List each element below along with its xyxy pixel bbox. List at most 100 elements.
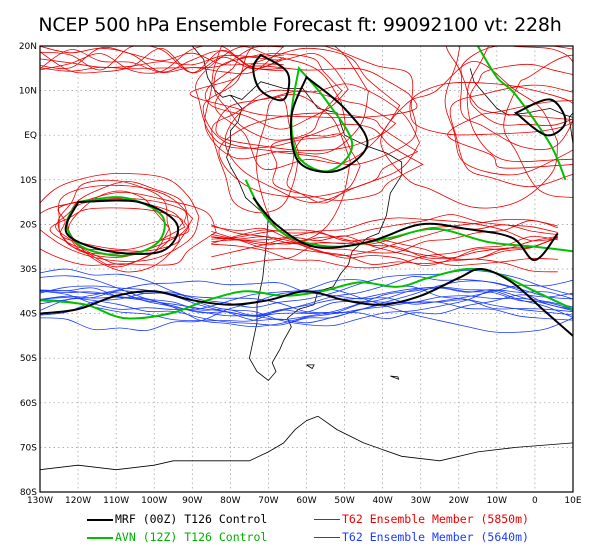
- coastline-south-georgia: [390, 375, 400, 380]
- blue-contour-line: [40, 299, 573, 322]
- red-contour-line: [211, 218, 558, 245]
- lat-label: 10N: [19, 87, 37, 97]
- red-contour-line: [211, 229, 558, 259]
- red-contour-cell: [255, 94, 351, 242]
- coastline-central-america: [191, 46, 231, 98]
- legend-label-avn: AVN (12Z) T126 Control: [115, 530, 268, 544]
- black-contour-cell: [513, 98, 567, 137]
- lon-label: 20W: [449, 496, 469, 506]
- red-contour-line: [211, 238, 558, 273]
- blue-contour-line: [40, 279, 573, 305]
- blue-contour-line: [40, 292, 573, 320]
- red-contour-cell: [213, 53, 343, 141]
- lon-label: 110W: [103, 496, 129, 506]
- red-contour-cell: [444, 46, 573, 176]
- red-contour-line: [40, 54, 284, 68]
- red-contour-line: [40, 46, 284, 75]
- blue-contour-line: [40, 286, 573, 316]
- lat-label: 50S: [20, 354, 37, 364]
- black-contour-cell: [252, 53, 291, 102]
- red-contour-cell: [204, 53, 349, 130]
- map-frame: [39, 45, 574, 493]
- red-contour-cell: [211, 96, 300, 214]
- red-contour-line: [211, 235, 558, 269]
- red-contour-cell: [49, 207, 184, 252]
- lon-label: 130W: [27, 496, 53, 506]
- coastline-west-africa: [469, 68, 573, 118]
- red-contour-cell: [380, 60, 558, 209]
- red-contour-line: [211, 229, 558, 260]
- black-contour-cell: [64, 199, 180, 255]
- red-contour-line: [40, 46, 284, 74]
- red-contour-cell: [57, 197, 190, 250]
- lat-label: 40S: [20, 310, 37, 320]
- black-contour-south: [40, 267, 573, 337]
- red-contour-cell: [40, 172, 200, 262]
- blue-contour-line: [40, 297, 573, 326]
- red-contour-line: [40, 46, 284, 70]
- legend-swatch-black-line: [87, 518, 113, 521]
- red-contour-cell: [40, 191, 217, 266]
- red-contour-line: [211, 235, 558, 266]
- lon-label: 120W: [65, 496, 91, 506]
- latitude-labels: 20N 10N EQ 10S 20S 30S 40S 50S 60S 70S 80S: [19, 42, 37, 498]
- legend-item-mrf: MRF (00Z) T126 Control: [87, 511, 267, 527]
- blue-contour-line: [40, 279, 573, 313]
- red-contour-cell: [218, 112, 419, 198]
- lon-label: 30W: [411, 496, 431, 506]
- coastline-falklands: [306, 364, 315, 370]
- legend-swatch-green-line: [87, 536, 113, 539]
- black-contours-mrf: [40, 53, 573, 337]
- black-contour-band: [252, 196, 559, 262]
- blue-contour-line: [40, 286, 573, 328]
- blue-contours-5640m: [40, 268, 573, 333]
- red-contour-line: [211, 236, 558, 265]
- red-contour-cell: [68, 190, 170, 266]
- legend-label-blue: T62 Ensemble Member (5640m): [342, 530, 529, 544]
- green-contour-band: [244, 179, 573, 253]
- coastline-antarctica-east: [317, 415, 573, 462]
- red-contour-line: [211, 224, 558, 256]
- red-contour-line: [40, 46, 284, 74]
- lat-label: 30S: [20, 265, 37, 275]
- legend-item-avn: AVN (12Z) T126 Control: [87, 529, 267, 545]
- lon-label: 10E: [564, 496, 581, 506]
- lon-label: 40W: [372, 496, 392, 506]
- green-contour-line: [476, 46, 567, 181]
- legend-item-blue: T62 Ensemble Member (5640m): [314, 529, 529, 545]
- red-contour-cell: [460, 46, 573, 120]
- lon-label: 50W: [334, 496, 354, 506]
- lon-label: 90W: [182, 496, 202, 506]
- red-contour-cell: [270, 123, 424, 201]
- red-contour-cell: [67, 181, 190, 273]
- map-title: NCEP 500 hPa Ensemble Forecast ft: 99092…: [38, 14, 562, 36]
- legend-swatch-blue-line: [314, 537, 340, 538]
- lon-label: 80W: [220, 496, 240, 506]
- legend-swatch-red-line: [314, 519, 340, 520]
- red-contour-line: [40, 46, 284, 72]
- red-contour-cell: [466, 46, 573, 163]
- lat-label: 20N: [19, 42, 37, 52]
- red-contour-line: [211, 217, 558, 242]
- legend-label-mrf: MRF (00Z) T126 Control: [115, 512, 268, 526]
- longitude-labels: 130W 120W 110W 100W 90W 80W 70W 60W 50W 40W 30W 20W…: [27, 496, 582, 506]
- legend-item-red: T62 Ensemble Member (5850m): [314, 511, 529, 527]
- green-contour-cell: [65, 196, 166, 257]
- lat-label: 80S: [20, 488, 37, 498]
- lon-label: 0: [532, 496, 538, 506]
- lon-label: 60W: [296, 496, 316, 506]
- blue-contour-line: [40, 275, 573, 317]
- lon-label: 70W: [258, 496, 278, 506]
- coastline-antarctica: [40, 415, 319, 471]
- coastline-africa: [568, 112, 573, 146]
- lat-label: 20S: [20, 220, 37, 230]
- lat-label: EQ: [24, 131, 37, 141]
- red-contour-line: [211, 220, 558, 254]
- lat-label: 10S: [20, 176, 37, 186]
- red-contour-cell: [215, 90, 397, 151]
- blue-contour-line: [40, 289, 573, 327]
- red-contour-cell: [202, 46, 417, 166]
- red-contour-cell: [446, 46, 573, 151]
- lat-label: 70S: [20, 443, 37, 453]
